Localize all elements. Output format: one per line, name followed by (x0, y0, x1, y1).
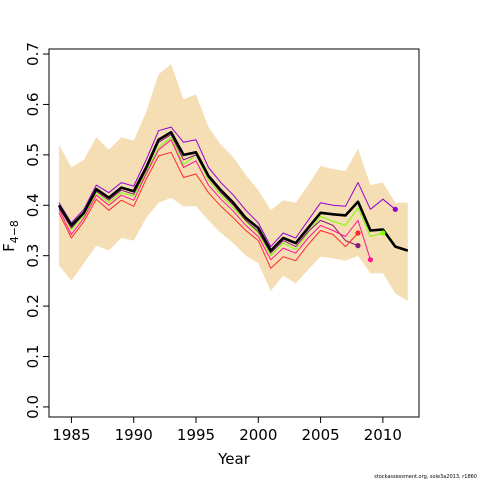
y-tick-label: 0.6 (24, 93, 42, 117)
x-axis-title: Year (217, 450, 251, 468)
y-axis-title-subscript: 4−8 (8, 220, 21, 243)
series-end-point-4 (355, 243, 361, 249)
series-line-3 (58, 136, 384, 257)
x-tick-label: 1995 (177, 426, 215, 444)
y-tick-label: 0.4 (24, 193, 42, 217)
x-tick-label: 1990 (115, 426, 153, 444)
confidence-band (59, 64, 408, 302)
confidence-band-layer (59, 64, 408, 302)
x-tick-label: 2005 (301, 426, 339, 444)
series-layer (57, 126, 409, 269)
series-end-point-3 (380, 230, 386, 236)
y-tick-label: 0.7 (24, 42, 42, 66)
y-axis: 0.0 0.1 0.2 0.3 0.4 0.5 0.6 0.7 (24, 42, 50, 419)
series-line-6 (58, 151, 359, 269)
end-points-layer (355, 206, 398, 263)
series-line-5 (58, 139, 371, 261)
series-end-point-5 (367, 257, 374, 263)
y-axis-title-main: F (0, 243, 18, 252)
x-tick-label: 1985 (52, 426, 90, 444)
y-tick-label: 0.2 (24, 294, 42, 318)
series-line-2 (58, 126, 396, 248)
footnote: stockassessment.org, sole3a2013, r1860 (374, 474, 477, 480)
x-tick-label: 2010 (364, 426, 402, 444)
y-axis-title: F4−8 (0, 220, 21, 252)
series-line-1 (57, 130, 409, 252)
y-tick-label: 0.3 (24, 244, 42, 268)
y-tick-label: 0.1 (24, 345, 42, 369)
series-end-point-6 (355, 230, 361, 236)
y-tick-label: 0.5 (24, 143, 42, 167)
series-end-point-2 (392, 206, 398, 212)
x-axis: 1985 1990 1995 2000 2005 2010 (52, 416, 402, 444)
x-tick-label: 2000 (239, 426, 277, 444)
y-tick-label: 0.0 (24, 395, 42, 419)
